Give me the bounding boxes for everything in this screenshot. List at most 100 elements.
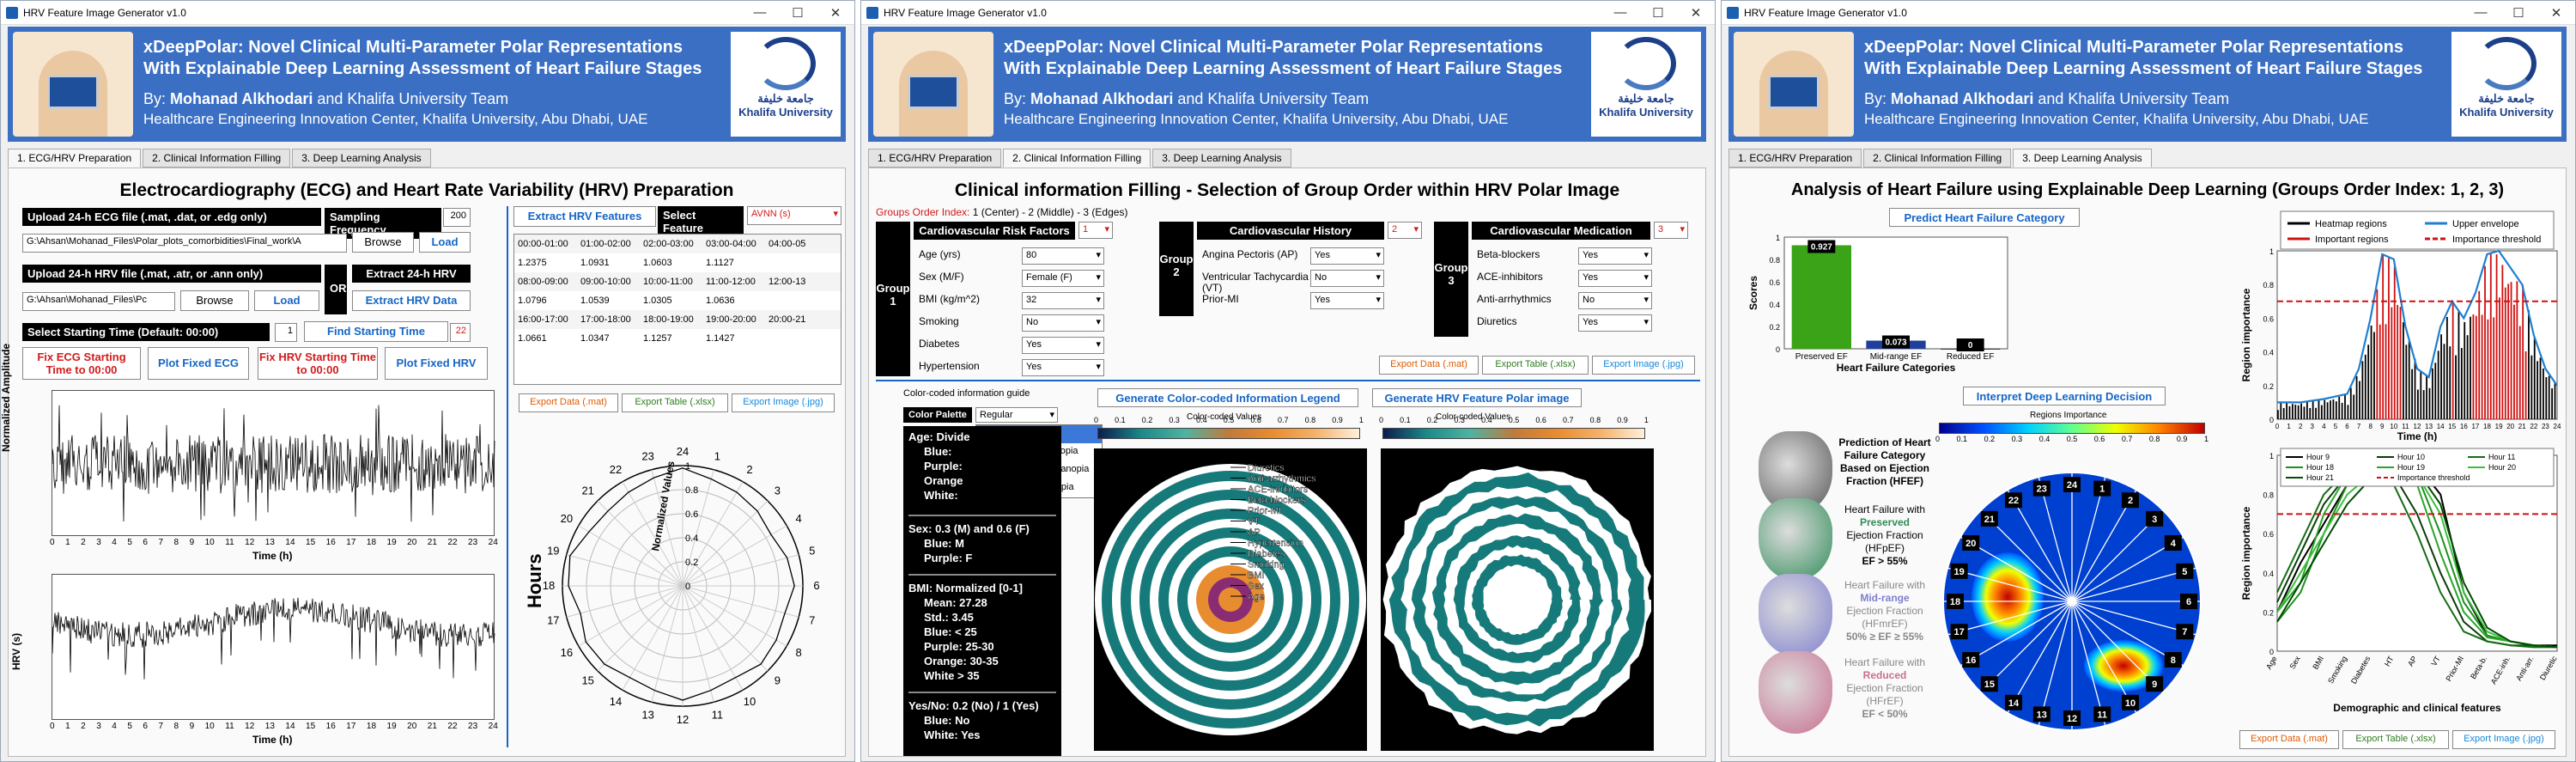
palette-select[interactable]: Regular [975, 407, 1058, 423]
field-select[interactable]: Yes [1022, 359, 1104, 376]
field-select[interactable]: Yes [1578, 247, 1652, 265]
x-tick-label: 24 [488, 538, 498, 547]
legend-feature-label: Age [1248, 592, 1265, 602]
polar-hour-label: 18 [543, 579, 555, 592]
export-data-button[interactable]: Export Data (.mat) [2239, 730, 2339, 749]
colorbar-tick: 0.5 [2066, 435, 2078, 443]
importance-bar [2355, 375, 2358, 419]
export-data-button[interactable]: Export Data (.mat) [519, 393, 618, 412]
generate-legend-button[interactable]: Generate Color-coded Information Legend [1097, 388, 1358, 407]
maximize-button[interactable]: ☐ [1652, 5, 1664, 21]
field-select[interactable]: Yes [1310, 247, 1384, 265]
export-image-button[interactable]: Export Image (.jpg) [732, 393, 835, 412]
group1-order-select[interactable]: 1 [1078, 222, 1113, 239]
minimize-button[interactable]: — [2474, 5, 2488, 20]
hf-card-key: Mid-range [1860, 592, 1910, 604]
hf-card-1: Heart Failure with Preserved Ejection Frac… [1838, 503, 1932, 568]
ecg-x-ticks: 0 1 2 3 4 5 6 7 8 9 10 11 12 13 14 15 16 17 18 19 20 21 22 23 24 [50, 538, 498, 547]
x-tick-feature: VT [2429, 655, 2442, 668]
ecg-x-axis-label: Time (h) [252, 550, 293, 562]
export-table-button[interactable]: Export Table (.xlsx) [622, 393, 728, 412]
start-time-input[interactable]: 1 [275, 323, 297, 342]
export-table-button[interactable]: Export Table (.xlsx) [2342, 730, 2449, 749]
legend-label: Important regions [2315, 235, 2389, 245]
ecg-path-field[interactable]: G:\Ahsan\Mohanad_Files\Polar_plots_comor… [22, 234, 347, 253]
tab-deep-learning[interactable]: 3. Deep Learning Analysis [2013, 149, 2152, 168]
minimize-button[interactable]: — [1613, 5, 1627, 20]
tab-deep-learning[interactable]: 3. Deep Learning Analysis [292, 149, 431, 168]
field-select[interactable]: Yes [1310, 292, 1384, 309]
banner-title: xDeepPolar: Novel Clinical Multi-Paramet… [143, 38, 702, 78]
extract-hrv-features-button[interactable]: Extract HRV Features [513, 206, 656, 227]
find-starting-time-button[interactable]: Find Starting Time [304, 321, 448, 342]
tab-deep-learning[interactable]: 3. Deep Learning Analysis [1152, 149, 1291, 168]
close-button[interactable]: ✕ [2550, 5, 2562, 21]
window-title: HRV Feature Image Generator v1.0 [1744, 6, 1907, 19]
export-table-button[interactable]: Export Table (.xlsx) [1482, 356, 1589, 375]
browse-hrv-button[interactable]: Browse [180, 290, 249, 311]
tab-ecg-hrv[interactable]: 1. ECG/HRV Preparation [8, 149, 142, 168]
tab-ecg-hrv[interactable]: 1. ECG/HRV Preparation [868, 149, 1002, 168]
y-tick: 0 [2269, 416, 2274, 424]
khalifa-university-logo: جامعة خليفة Khalifa University [2451, 32, 2561, 137]
table-cell: 03:00-04:00 [706, 239, 756, 249]
sampling-frequency-input[interactable]: 200 [443, 208, 471, 227]
group2-title: Cardiovascular History [1197, 222, 1384, 240]
importance-bar [2449, 346, 2451, 419]
polar-spoke [622, 481, 683, 587]
table-row: 08:00-09:00 09:00-10:00 10:00-11:00 11:00-1… [514, 272, 841, 291]
field-select[interactable]: Female (F) [1022, 270, 1104, 287]
browse-ecg-button[interactable]: Browse [352, 232, 414, 253]
close-button[interactable]: ✕ [1690, 5, 1702, 21]
minimize-button[interactable]: — [753, 5, 767, 20]
field-select[interactable]: No [1578, 292, 1652, 309]
export-image-button[interactable]: Export Image (.jpg) [2452, 730, 2555, 749]
table-cell: 1.1427 [706, 333, 735, 344]
hour-label-box [2164, 535, 2182, 551]
load-ecg-button[interactable]: Load [419, 232, 471, 253]
close-button[interactable]: ✕ [829, 5, 841, 21]
banner-authors: By: Mohanad Alkhodari and Khalifa Univer… [1864, 90, 2230, 107]
fix-hrv-start-button[interactable]: Fix HRV Starting Time to 00:00 [258, 347, 378, 380]
field-select[interactable]: Yes [1578, 314, 1652, 332]
tab-clinical-info[interactable]: 2. Clinical Information Filling [1863, 149, 2012, 168]
fix-ecg-start-button[interactable]: Fix ECG Starting Time to 00:00 [22, 347, 141, 380]
export-data-button[interactable]: Export Data (.mat) [1379, 356, 1479, 375]
importance-bar [2528, 309, 2530, 419]
importance-bar [2376, 289, 2379, 419]
maximize-button[interactable]: ☐ [2512, 5, 2524, 21]
plot-fixed-hrv-button[interactable]: Plot Fixed HRV [385, 347, 488, 380]
field-select[interactable]: 80 [1022, 247, 1104, 265]
heart-icon [1759, 498, 1832, 581]
group3-order-select[interactable]: 3 [1654, 222, 1688, 239]
x-tick-label: 3 [96, 538, 101, 547]
y-tick: 0.8 [2263, 281, 2274, 290]
generate-polar-button[interactable]: Generate HRV Feature Polar image [1372, 388, 1582, 407]
hour-label-box [2032, 706, 2050, 722]
maximize-button[interactable]: ☐ [792, 5, 804, 21]
field-label: Ventricular Tachycardia (VT) [1202, 271, 1309, 294]
field-select[interactable]: Yes [1022, 337, 1104, 354]
field-select[interactable]: Yes [1578, 270, 1652, 287]
group2-order-select[interactable]: 2 [1388, 222, 1422, 239]
importance-bar [2399, 307, 2402, 419]
predict-hf-button[interactable]: Predict Heart Failure Category [1889, 208, 2080, 227]
table-cell: 18:00-19:00 [643, 314, 694, 325]
importance-bar [2504, 287, 2506, 419]
field-select[interactable]: 32 [1022, 292, 1104, 309]
x-tick-label: 22 [447, 538, 458, 547]
interpret-button[interactable]: Interpret Deep Learning Decision [1963, 387, 2166, 405]
plot-fixed-ecg-button[interactable]: Plot Fixed ECG [148, 347, 249, 380]
load-hrv-button[interactable]: Load [254, 290, 319, 311]
field-select[interactable]: No [1310, 270, 1384, 287]
tab-clinical-info[interactable]: 2. Clinical Information Filling [1003, 149, 1151, 168]
tab-ecg-hrv[interactable]: 1. ECG/HRV Preparation [1728, 149, 1862, 168]
x-tick-label: 9 [189, 538, 195, 547]
tab-clinical-info[interactable]: 2. Clinical Information Filling [143, 149, 291, 168]
hrv-path-field[interactable]: G:\Ahsan\Mohanad_Files\Pc [22, 292, 175, 311]
field-select[interactable]: No [1022, 314, 1104, 332]
extract-hrv-data-button[interactable]: Extract HRV Data [352, 290, 471, 311]
feature-select[interactable]: AVNN (s) [747, 206, 841, 225]
tab-panel: Clinical information Filling - Selection… [868, 168, 1706, 757]
export-image-button[interactable]: Export Image (.jpg) [1592, 356, 1695, 375]
